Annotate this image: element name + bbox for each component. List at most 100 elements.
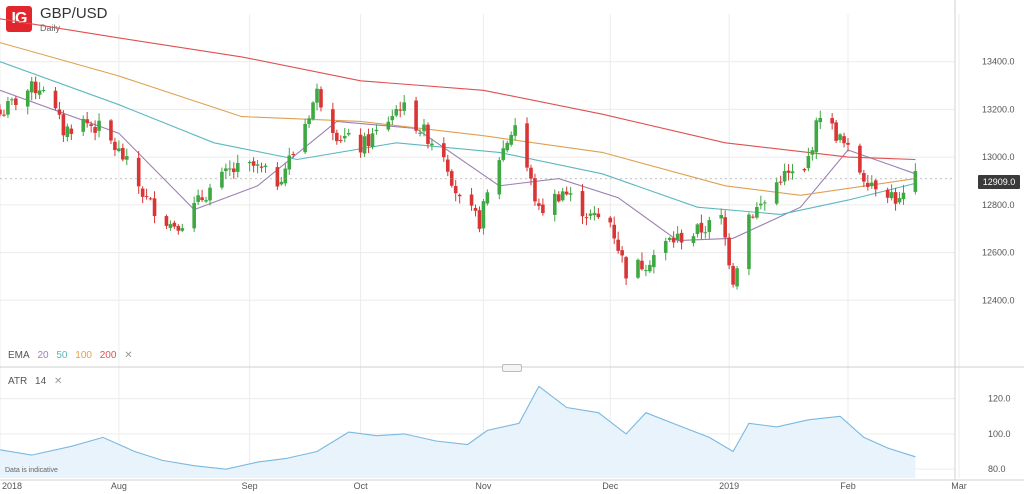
candle-body [93,127,97,133]
candle [33,76,38,100]
candle [620,246,624,263]
candle-body [620,250,624,256]
data-disclaimer: Data is indicative [5,467,58,474]
x-tick-label: Sep [242,481,258,491]
candle [445,154,450,177]
candle [675,226,680,243]
y-tick-label: 12600.0 [982,248,1015,258]
candle-body [255,164,260,166]
candle-body [699,222,704,233]
candle [636,258,640,280]
candle-body [259,166,264,168]
candle-body [778,181,783,183]
candle-body [263,165,268,167]
candle-body [140,188,145,197]
candle [275,162,280,190]
atr-series [0,385,916,478]
candle [473,204,478,217]
candle-body [556,194,561,202]
candle [889,184,894,201]
candle-body [65,126,70,138]
candle-body [913,171,918,192]
candle-body [121,148,125,160]
candle-body [136,157,141,187]
candle-body [505,142,510,151]
candle-body [893,192,898,204]
candle-body [552,193,557,215]
atr-close-icon[interactable]: ✕ [53,376,63,387]
candle [228,160,232,177]
candle [505,140,510,153]
candle-body [885,189,890,198]
candle [691,233,696,247]
y-tick-label: 12800.0 [982,200,1015,210]
candle [97,113,101,138]
candle [121,143,125,162]
candle [164,214,169,230]
candle-body [358,134,363,153]
candle [342,127,347,143]
candle [176,224,181,235]
symbol-title: GBP/USD [40,5,108,22]
candle-body [81,118,86,132]
candle-body [422,124,426,132]
pane-resize-handle[interactable] [502,364,522,372]
candle-body [592,212,597,216]
candle [667,236,672,243]
candle [25,89,30,115]
candle [810,147,815,161]
candle-body [818,117,823,123]
candle [469,187,474,211]
candle [390,109,395,126]
candle-body [497,160,502,195]
candle-body [608,217,613,223]
candle-body [414,100,418,131]
candle-body [315,88,319,103]
candle [818,110,823,130]
candle [180,223,185,233]
candle [208,183,212,206]
candle-body [228,168,232,170]
candle-body [10,99,14,101]
candle-body [398,109,403,111]
candle [346,128,351,137]
atr-line [0,385,916,470]
candle-body [663,240,668,253]
candle-body [842,136,846,144]
candle [723,210,727,246]
candle [402,94,406,116]
candle-body [644,270,648,272]
candle-body [303,123,307,153]
candle [362,132,367,157]
candle [501,140,506,162]
candle [580,184,585,225]
x-tick-label: Feb [840,481,856,491]
candle [335,129,339,145]
candle [140,186,145,204]
candle-body [117,148,121,152]
candles [0,76,918,290]
candle-body [386,121,391,130]
ema-50-line [0,61,916,215]
candle [477,206,482,233]
candle-body [113,141,117,150]
ema-200-line [0,18,916,161]
candle [331,102,335,141]
candle-body [89,124,93,126]
candle-body [69,128,74,134]
candle-body [331,109,335,133]
candle-body [204,200,208,202]
candle [358,128,363,158]
candle [311,101,315,121]
candle-body [61,114,66,136]
ema-close-icon[interactable]: ✕ [124,350,133,361]
candle-body [109,120,113,141]
candle [699,214,704,240]
ema-legend: EMA 20 50 100 200 ✕ [8,350,138,361]
y-tick-label: 13400.0 [982,57,1015,67]
candle-body [897,198,902,203]
candle-body [648,264,652,272]
candle-body [806,156,811,169]
